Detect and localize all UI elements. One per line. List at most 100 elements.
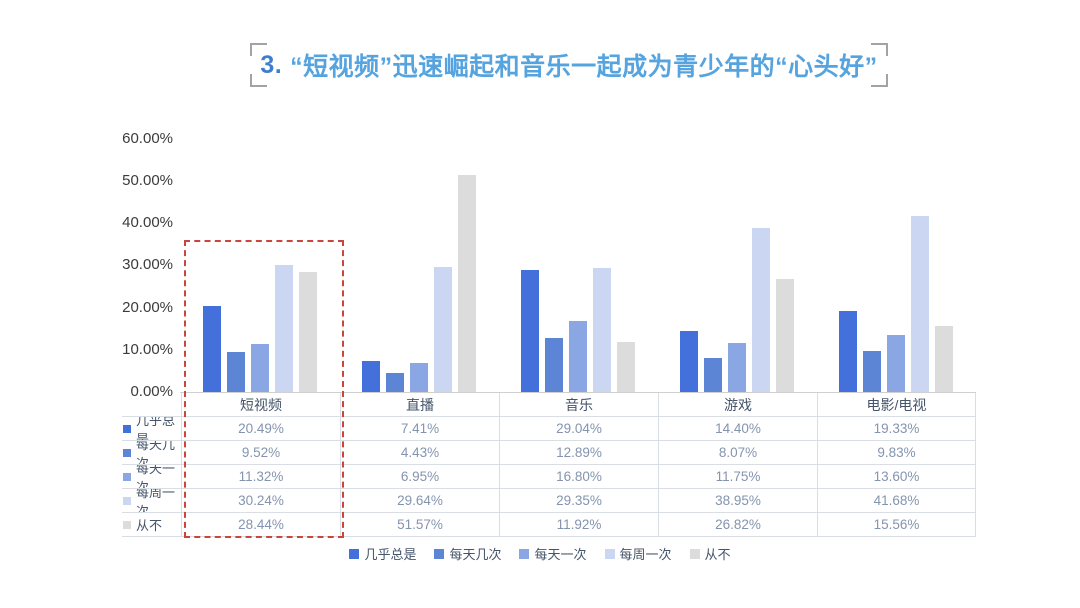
- bar-每周一次: [911, 216, 930, 392]
- bar-从不: [935, 326, 954, 392]
- bar-group-音乐: [498, 139, 657, 392]
- bar-从不: [776, 278, 795, 392]
- bar-每天几次: [704, 358, 723, 392]
- y-axis-tick: 60.00%: [122, 130, 173, 147]
- series-swatch-icon: [123, 472, 131, 481]
- series-label: 每天一次: [122, 465, 181, 489]
- legend-label: 每周一次: [619, 547, 672, 562]
- table-value-cell: 15.56%: [817, 513, 976, 537]
- y-axis-tick: 40.00%: [122, 214, 173, 232]
- legend-swatch-icon: [604, 548, 615, 559]
- legend-swatch-icon: [434, 548, 445, 559]
- table-value-cell: 9.52%: [181, 441, 340, 465]
- bar-几乎总是: [839, 310, 858, 392]
- y-axis-tick: 30.00%: [122, 256, 173, 274]
- crop-mark-bottom-left-icon: [250, 74, 267, 87]
- bar-group-电影/电视: [817, 139, 976, 392]
- bar-group-短视频: [180, 139, 339, 392]
- series-label: 从不: [122, 513, 181, 537]
- series-label-text: 每天一次: [136, 465, 176, 489]
- bar-group-游戏: [658, 139, 817, 392]
- y-axis-tick: 20.00%: [122, 298, 173, 316]
- series-swatch-icon: [123, 520, 131, 529]
- bar-每周一次: [274, 264, 293, 392]
- plot: [180, 139, 976, 393]
- legend-swatch-icon: [519, 548, 530, 559]
- title-frame: 3. “短视频”迅速崛起和音乐一起成为青少年的“心头好”: [250, 43, 888, 87]
- table-value-cell: 7.41%: [340, 417, 499, 441]
- bar-从不: [298, 272, 317, 392]
- table-value-cell: 13.60%: [817, 465, 976, 489]
- bar-每周一次: [433, 267, 452, 392]
- y-axis-tick: 50.00%: [122, 172, 173, 190]
- bar-几乎总是: [680, 331, 699, 392]
- bar-从不: [457, 174, 476, 392]
- table-value-cell: 41.68%: [817, 489, 976, 513]
- table-value-cell: 29.35%: [499, 489, 658, 513]
- bar-几乎总是: [521, 269, 539, 392]
- bar-每天几次: [863, 350, 882, 392]
- category-header: 短视频: [181, 393, 340, 417]
- table-value-cell: 8.07%: [658, 441, 817, 465]
- page-title-text: “短视频”迅速崛起和音乐一起成为青少年的“心头好”: [290, 53, 878, 81]
- bar-几乎总是: [202, 305, 221, 392]
- bar-每天一次: [409, 362, 428, 392]
- series-label-text: 每天几次: [136, 441, 176, 465]
- table-value-cell: 11.75%: [658, 465, 817, 489]
- category-header: 电影/电视: [817, 393, 976, 417]
- legend-label: 每天一次: [534, 547, 587, 562]
- table-value-cell: 4.43%: [340, 441, 499, 465]
- category-header: 音乐: [499, 393, 658, 417]
- table-value-cell: 29.64%: [340, 489, 499, 513]
- bar-几乎总是: [361, 360, 380, 392]
- bar-每周一次: [752, 227, 771, 392]
- legend-item: 从不: [689, 544, 731, 563]
- legend-item: 每天一次: [519, 544, 587, 563]
- data-table: 短视频 直播 音乐 游戏 电影/电视几乎总是 20.49% 7.41% 29.04% 14.40…: [122, 393, 976, 537]
- bar-每天几次: [226, 351, 245, 392]
- table-value-cell: 9.83%: [817, 441, 976, 465]
- table-value-cell: 12.89%: [499, 441, 658, 465]
- legend-swatch-icon: [349, 548, 360, 559]
- series-label-text: 从不: [136, 518, 163, 533]
- bar-每天一次: [728, 342, 747, 392]
- page-title-number: 3.: [260, 50, 283, 79]
- bar-从不: [617, 341, 635, 392]
- category-header: 直播: [340, 393, 499, 417]
- series-label: 每天几次: [122, 441, 181, 465]
- legend-item: 几乎总是: [349, 544, 416, 563]
- legend-swatch-icon: [689, 548, 700, 559]
- series-swatch-icon: [123, 424, 131, 433]
- table-value-cell: 20.49%: [181, 417, 340, 441]
- table-value-cell: 11.92%: [499, 513, 658, 537]
- legend-label: 每天几次: [449, 547, 502, 562]
- table-value-cell: 28.44%: [181, 513, 340, 537]
- y-axis-tick: 10.00%: [122, 340, 173, 358]
- series-label: 几乎总是: [122, 417, 181, 441]
- bar-每天一次: [887, 334, 906, 392]
- table-value-cell: 29.04%: [499, 417, 658, 441]
- series-label-text: 几乎总是: [136, 417, 176, 441]
- bar-每天几次: [385, 373, 404, 392]
- series-label-text: 每周一次: [136, 489, 176, 513]
- crop-mark-bottom-right-icon: [871, 74, 888, 87]
- crop-mark-top-left-icon: [250, 43, 267, 56]
- category-header: 游戏: [658, 393, 817, 417]
- table-value-cell: 14.40%: [658, 417, 817, 441]
- y-axis-tick: 0.00%: [130, 382, 173, 400]
- bar-每天几次: [545, 337, 563, 392]
- legend-label: 从不: [704, 547, 731, 562]
- table-value-cell: 26.82%: [658, 513, 817, 537]
- legend-item: 每周一次: [604, 544, 672, 563]
- table-value-cell: 51.57%: [340, 513, 499, 537]
- series-swatch-icon: [123, 448, 131, 457]
- legend-label: 几乎总是: [364, 547, 417, 562]
- table-corner-cell: [122, 393, 181, 417]
- y-axis: 60.00% 50.00% 40.00% 30.00% 20.00% 10.00% 0.00…: [95, 130, 173, 401]
- table-value-cell: 38.95%: [658, 489, 817, 513]
- bar-每天一次: [569, 321, 587, 392]
- page-title: 3. “短视频”迅速崛起和音乐一起成为青少年的“心头好”: [250, 43, 888, 87]
- table-value-cell: 16.80%: [499, 465, 658, 489]
- crop-mark-top-right-icon: [871, 43, 888, 56]
